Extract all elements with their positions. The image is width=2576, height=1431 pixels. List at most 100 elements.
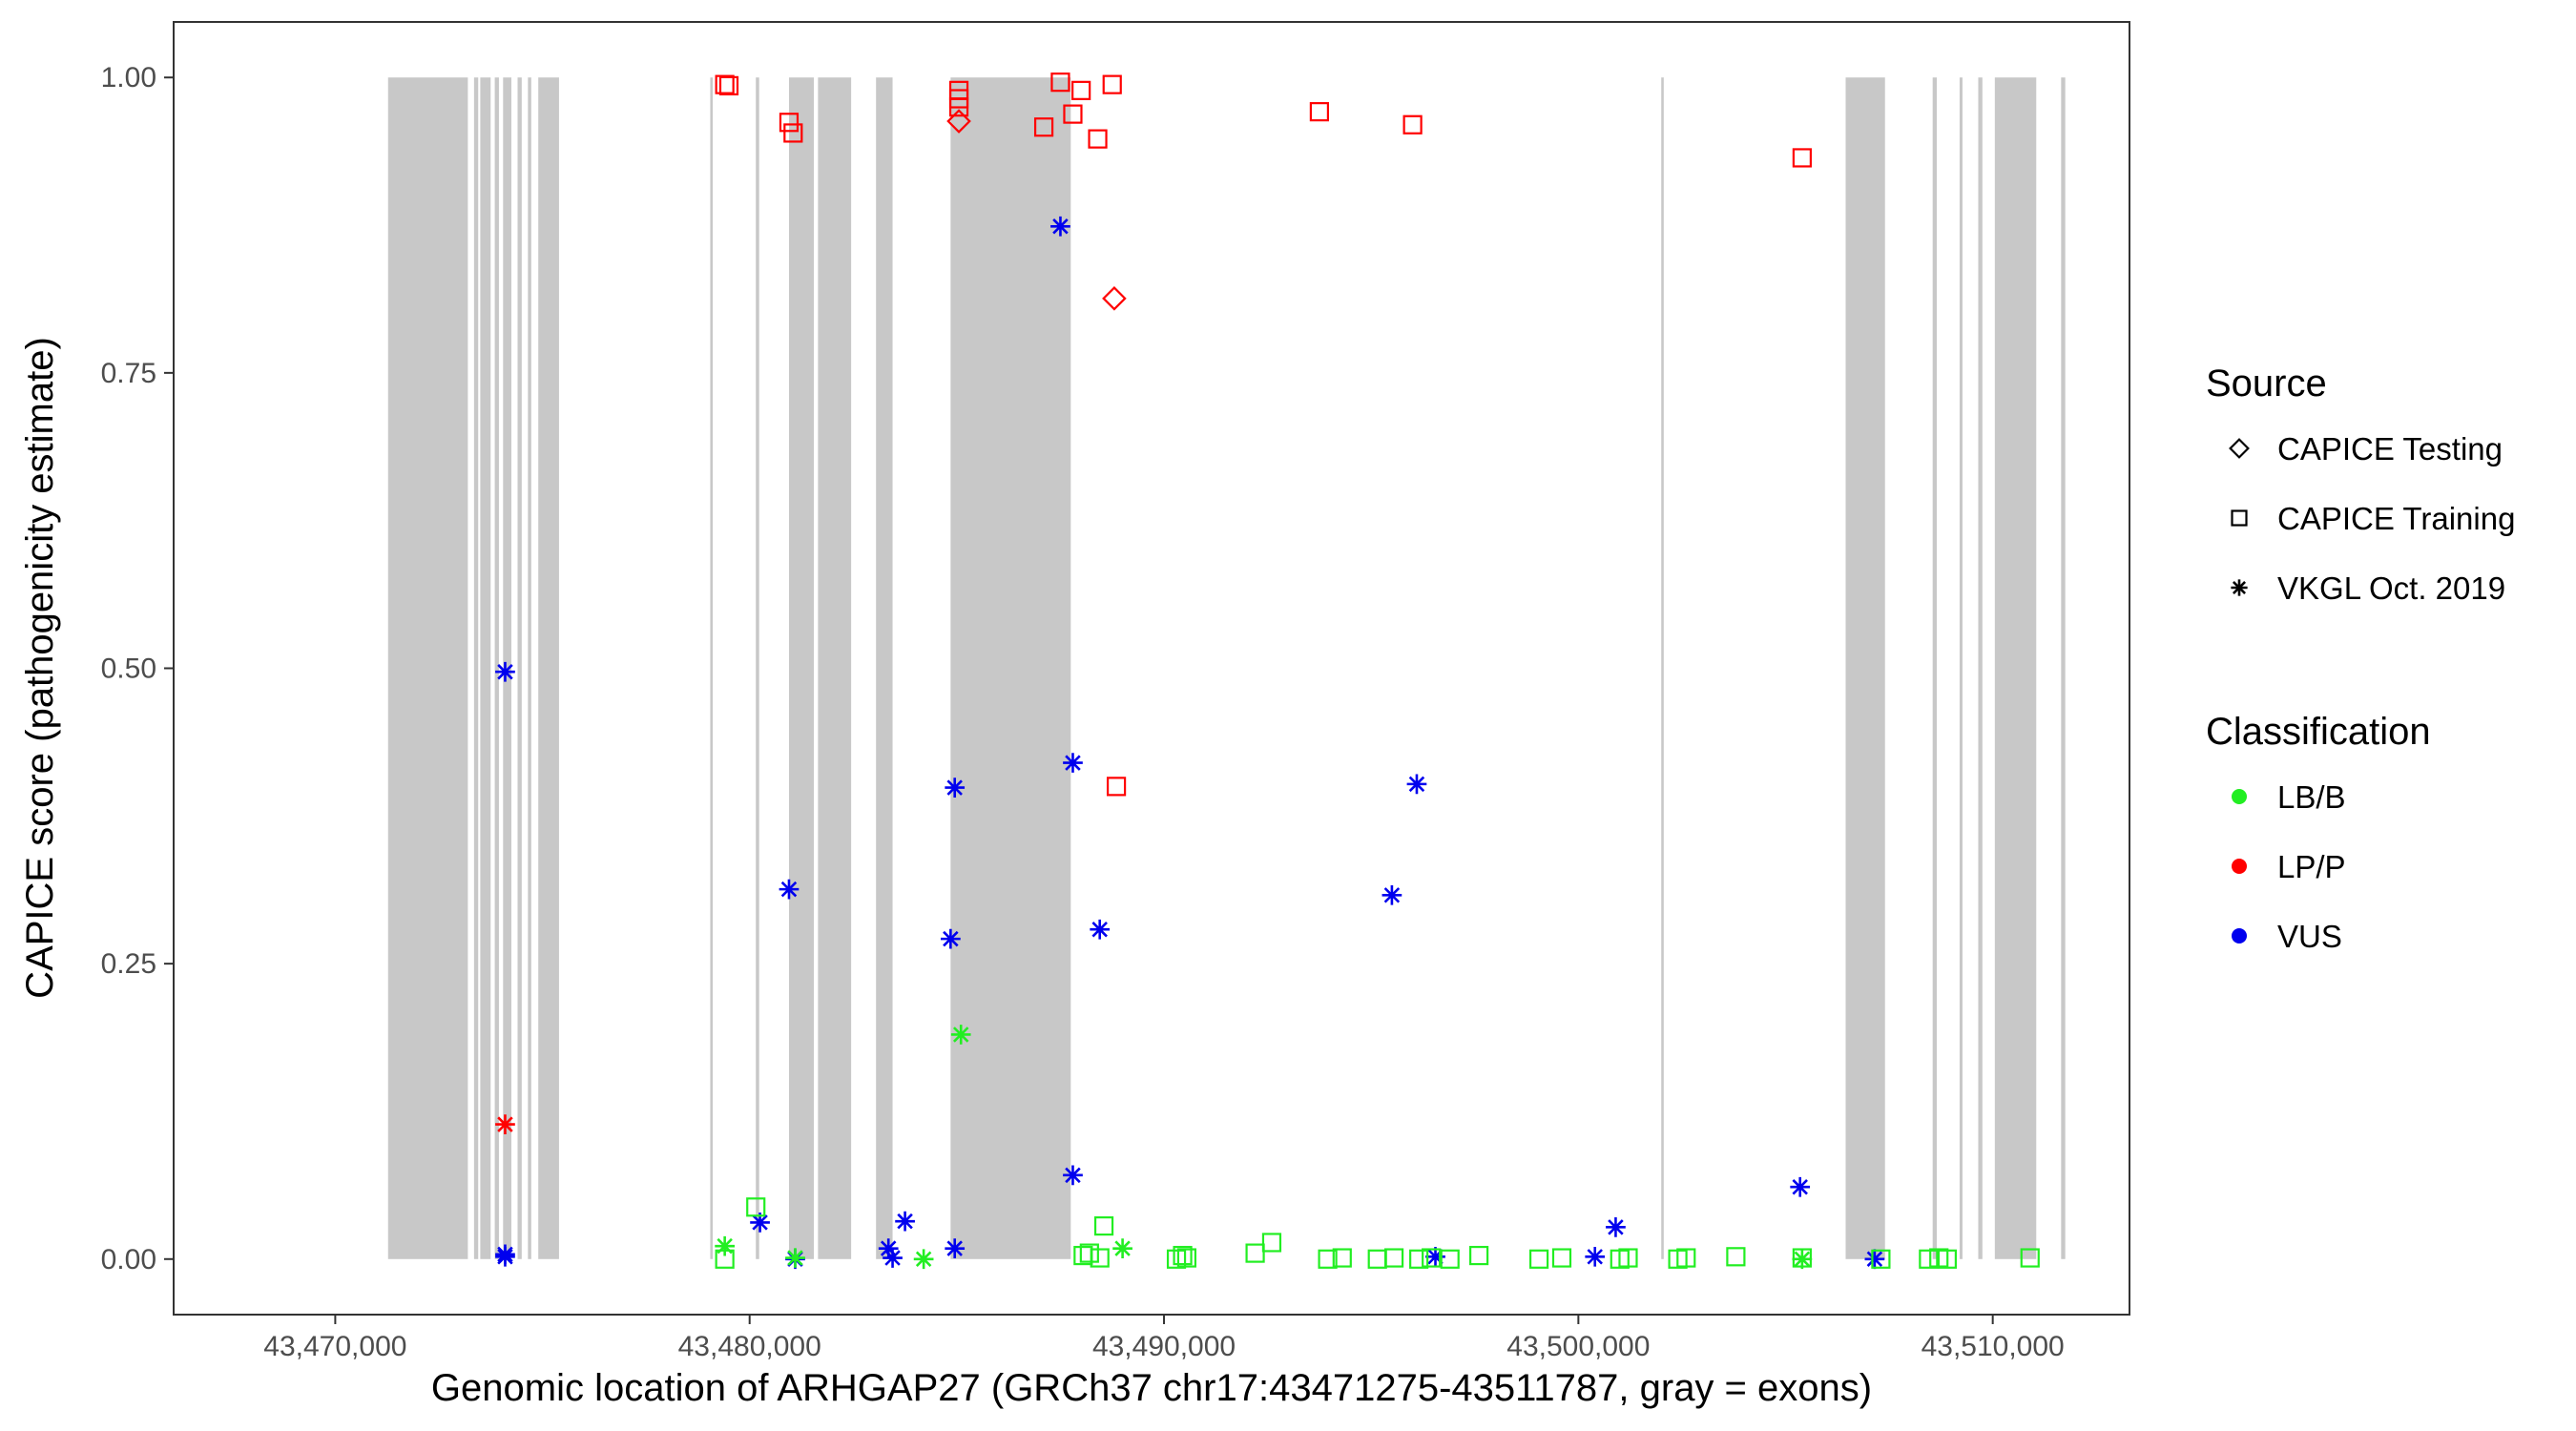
exon-band — [1994, 77, 2037, 1259]
legend-key-diamond — [2229, 438, 2250, 459]
data-point — [1937, 1249, 1957, 1269]
data-point — [715, 74, 735, 94]
data-point — [1422, 1248, 1442, 1268]
data-point — [718, 75, 739, 95]
exon-band — [2061, 77, 2066, 1259]
data-point — [1090, 919, 1111, 940]
data-point — [1402, 114, 1423, 135]
data-point — [495, 1246, 515, 1267]
data-point — [1176, 1248, 1197, 1268]
exon-band — [710, 77, 714, 1259]
legend-source-label: CAPICE Testing — [2277, 431, 2503, 467]
data-point — [1864, 1249, 1885, 1270]
legend-class-label: LP/P — [2277, 849, 2346, 884]
data-point — [750, 1213, 770, 1233]
data-point — [1792, 1248, 1812, 1268]
exon-band — [1932, 77, 1938, 1259]
data-point — [945, 1238, 966, 1258]
data-point — [941, 928, 961, 949]
data-point — [495, 661, 515, 682]
exon-band — [494, 77, 499, 1259]
data-point — [783, 123, 803, 143]
data-point — [1261, 1233, 1282, 1253]
data-point — [1173, 1245, 1193, 1266]
data-point — [950, 1025, 971, 1045]
data-point — [1050, 73, 1070, 93]
exon-band — [876, 77, 893, 1259]
data-point — [1440, 1249, 1460, 1269]
legend-classification-title: Classification — [2206, 711, 2431, 753]
y-axis-title: CAPICE score (pathogenicity estimate) — [19, 337, 61, 999]
data-point — [1093, 1216, 1114, 1236]
data-point — [1790, 1176, 1811, 1197]
data-point — [1063, 104, 1083, 124]
data-point — [1318, 1249, 1338, 1269]
data-point — [1676, 1248, 1696, 1268]
data-point — [495, 1114, 515, 1134]
exon-band — [1959, 77, 1963, 1259]
data-point — [1792, 148, 1812, 168]
legend-key-dot — [2232, 859, 2247, 874]
data-point — [1551, 1248, 1572, 1268]
y-tick-label: 0.50 — [101, 653, 156, 685]
exon-band — [517, 77, 522, 1259]
data-point — [1425, 1246, 1445, 1267]
x-tick-label: 43,490,000 — [1092, 1331, 1236, 1362]
data-point — [746, 1197, 766, 1217]
legend-classification-entries: LB/B LP/P VUS — [2232, 779, 2346, 954]
data-point — [1166, 1249, 1187, 1269]
legend-source-title: Source — [2206, 363, 2327, 404]
data-point — [1469, 1245, 1489, 1266]
legend-key-dot — [2232, 789, 2247, 804]
data-point — [1071, 80, 1091, 100]
exon-band — [473, 77, 479, 1259]
data-point — [1063, 753, 1083, 773]
exon-band — [788, 77, 815, 1259]
data-point — [913, 1249, 934, 1270]
data-point — [895, 1211, 915, 1232]
exon-band — [1845, 77, 1885, 1259]
data-point — [1063, 1165, 1083, 1186]
data-point — [883, 1248, 903, 1268]
exon-band — [538, 77, 559, 1259]
data-point — [1381, 884, 1402, 905]
exon-band — [480, 77, 491, 1259]
legend-key-square — [2231, 509, 2248, 527]
legend-source-label: VKGL Oct. 2019 — [2277, 570, 2505, 606]
data-point — [1726, 1247, 1746, 1267]
data-point — [945, 778, 966, 798]
x-tick-label: 43,470,000 — [263, 1331, 406, 1362]
data-point — [1528, 1249, 1549, 1269]
exon-band — [950, 77, 1071, 1259]
data-point — [1606, 1217, 1626, 1237]
data-point — [1309, 102, 1330, 122]
x-tick-label: 43,500,000 — [1506, 1331, 1650, 1362]
data-point — [1406, 774, 1427, 795]
y-tick-label: 0.00 — [101, 1244, 156, 1275]
data-point — [715, 1235, 735, 1256]
data-point — [1332, 1248, 1352, 1268]
exon-band — [528, 77, 531, 1259]
data-point — [1090, 1248, 1110, 1268]
y-tick-label: 0.75 — [101, 358, 156, 389]
exon-band — [756, 77, 759, 1259]
data-point — [948, 97, 969, 117]
legend-key-dot — [2232, 928, 2247, 944]
x-tick-label: 43,510,000 — [1922, 1331, 2065, 1362]
data-point — [1245, 1243, 1265, 1263]
data-point — [1079, 1243, 1099, 1263]
data-point — [1383, 1248, 1404, 1268]
data-point — [1792, 1249, 1813, 1270]
data-point — [1871, 1249, 1891, 1269]
data-point — [1409, 1249, 1429, 1269]
y-tick-label: 0.25 — [101, 948, 156, 980]
exon-band — [1661, 77, 1664, 1259]
exon-band — [1978, 77, 1983, 1259]
data-point — [878, 1238, 899, 1258]
legend-class-label: VUS — [2277, 919, 2342, 954]
data-point — [779, 879, 800, 900]
data-point — [1088, 129, 1108, 149]
data-points — [495, 73, 2040, 1270]
data-point — [1585, 1246, 1606, 1267]
